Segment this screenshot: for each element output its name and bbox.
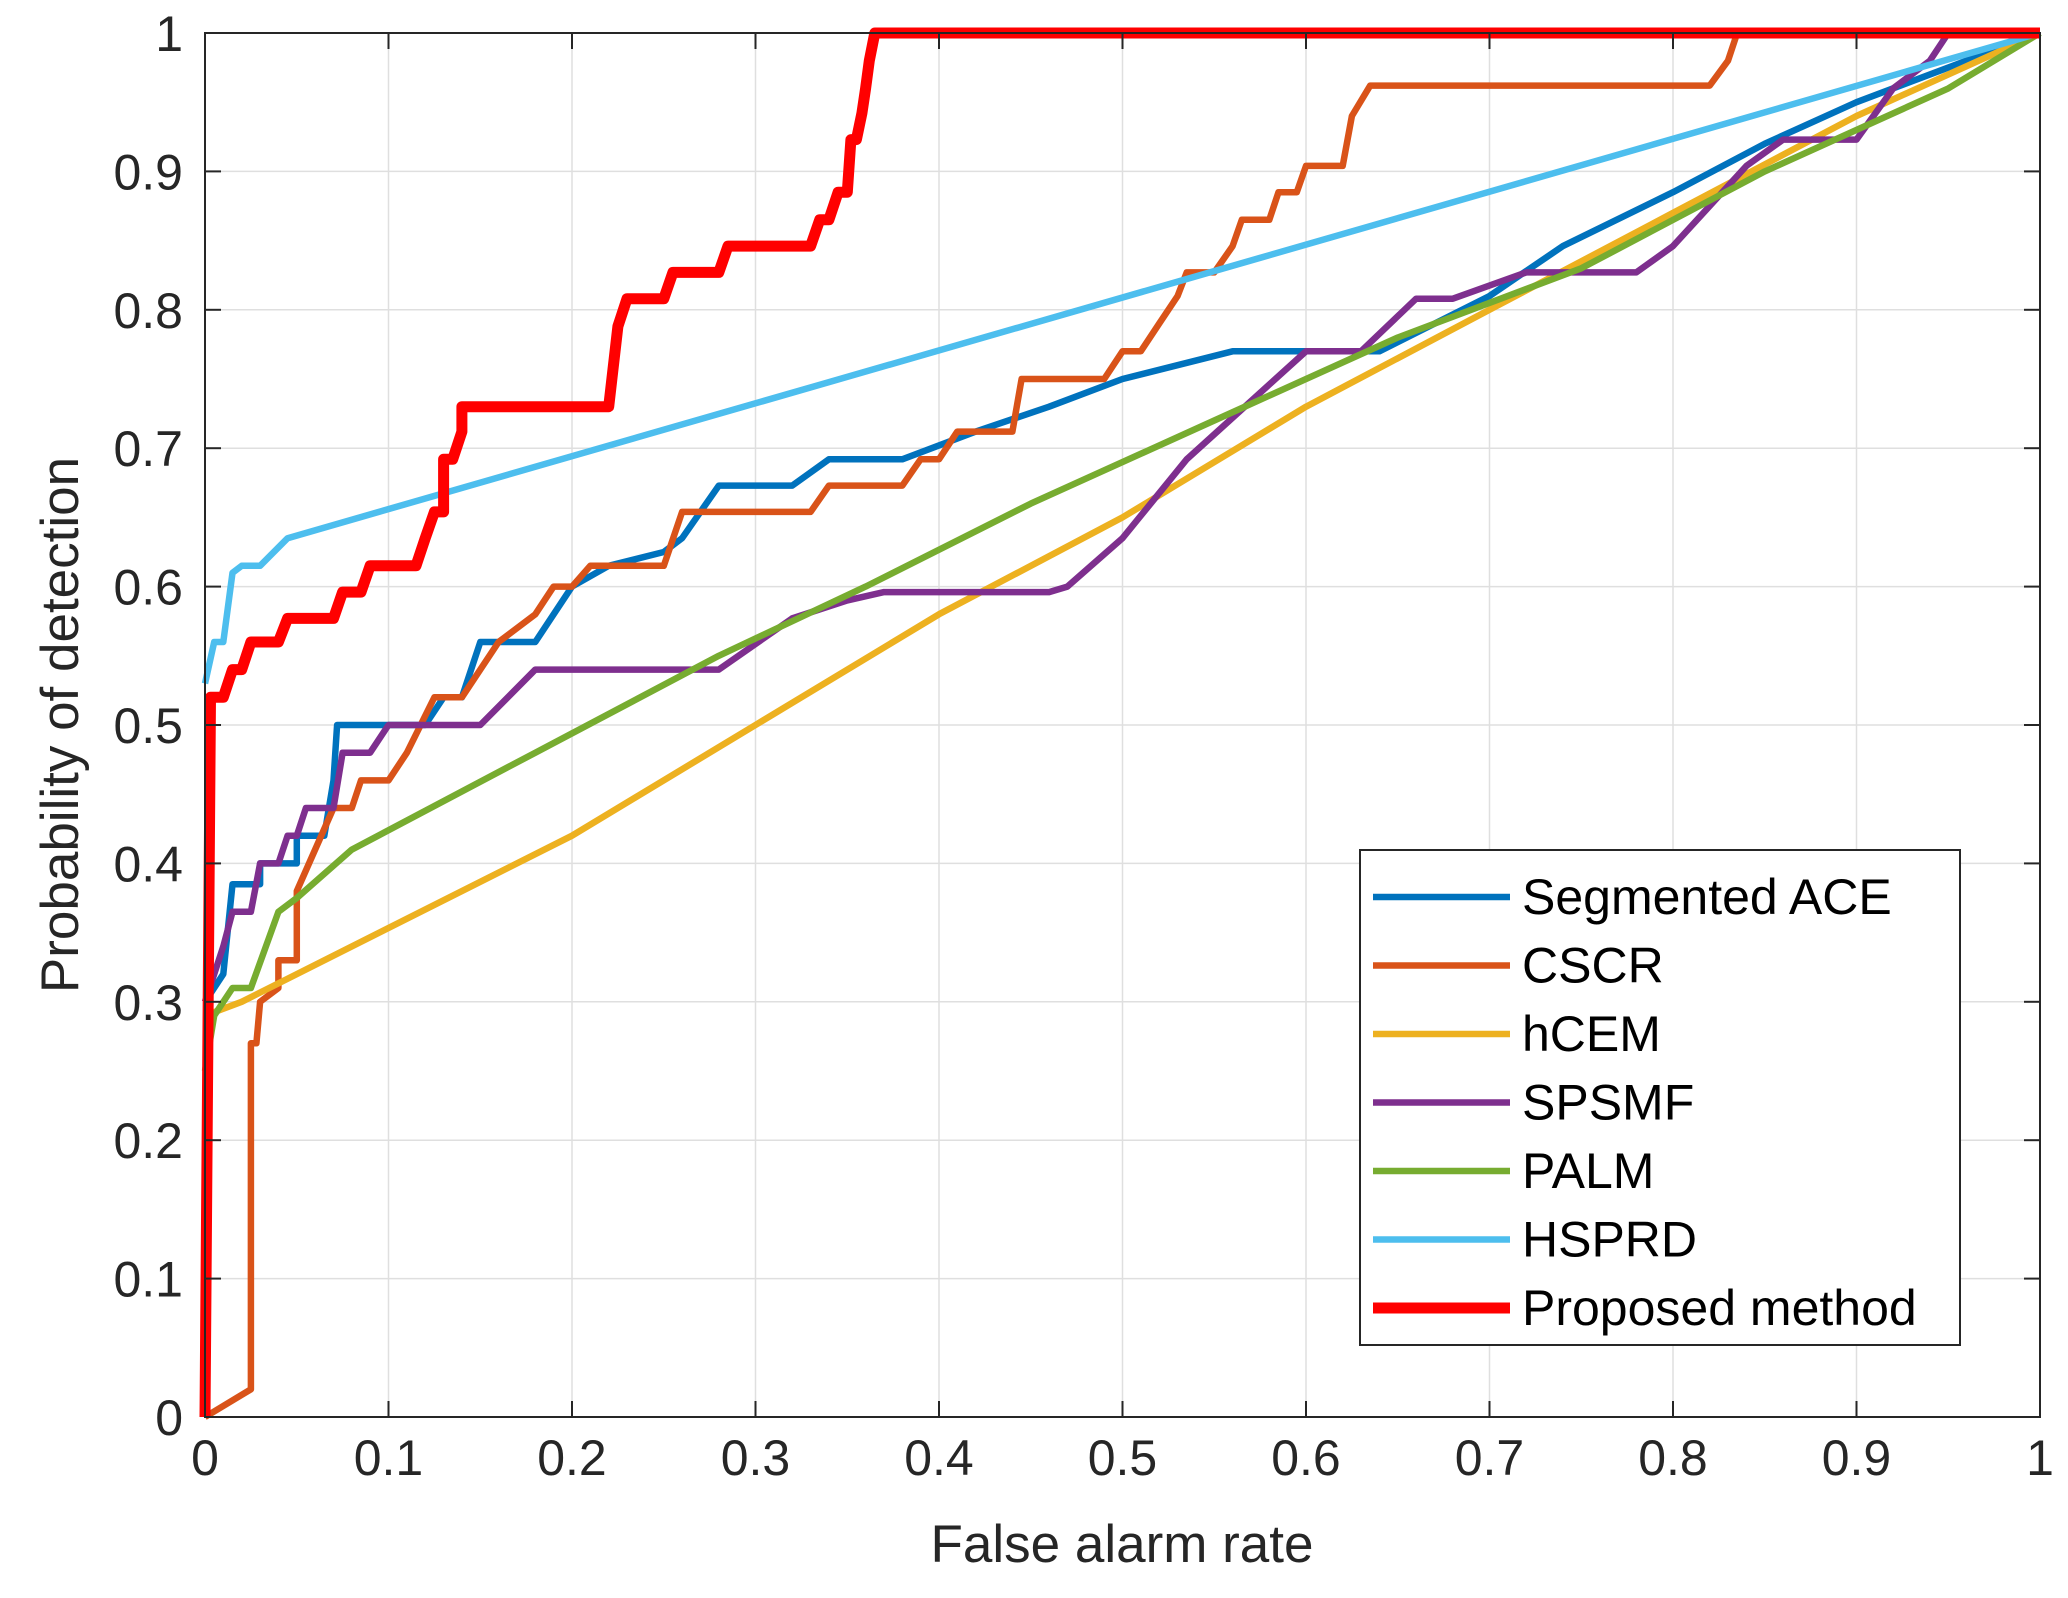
- legend-label-hsprd: HSPRD: [1522, 1212, 1697, 1268]
- x-tick-label: 0.6: [1271, 1430, 1341, 1486]
- legend-box: [1359, 849, 1961, 1346]
- x-tick-label: 0: [191, 1430, 219, 1486]
- x-tick-label: 0.7: [1455, 1430, 1525, 1486]
- x-axis-title: False alarm rate: [931, 1515, 1314, 1574]
- y-tick-label: 0.3: [113, 975, 183, 1031]
- x-tick-label: 0.9: [1822, 1430, 1892, 1486]
- legend: Segmented ACE CSCR hCEM SPSMF PALM HSPRD Propo…: [1359, 849, 1961, 1346]
- x-tick-label: 0.2: [537, 1430, 607, 1486]
- x-tick-label: 0.1: [354, 1430, 424, 1486]
- legend-label-proposed-method: Proposed method: [1522, 1280, 1917, 1336]
- y-tick-labels: 0 0.1 0.2 0.3 0.4 0.5 0.6 0.7 0.8 0.9 1: [113, 6, 183, 1446]
- series-line-hcem: [203, 30, 2042, 1019]
- legend-label-spsmf: SPSMF: [1522, 1075, 1694, 1131]
- x-tick-label: 0.4: [904, 1430, 974, 1486]
- y-tick-label: 0.2: [113, 1113, 183, 1169]
- legend-label-segmented-ace: Segmented ACE: [1522, 869, 1892, 925]
- legend-label-palm: PALM: [1522, 1143, 1654, 1199]
- legend-label-hcem: hCEM: [1522, 1006, 1661, 1062]
- y-tick-label: 0.1: [113, 1252, 183, 1308]
- series-line-spsmf: [201, 29, 2040, 1003]
- x-tick-label: 0.8: [1638, 1430, 1708, 1486]
- legend-items: Segmented ACE CSCR hCEM SPSMF PALM HSPRD Propo…: [1373, 869, 1917, 1336]
- x-tick-label: 1: [2026, 1430, 2054, 1486]
- x-tick-label: 0.3: [721, 1430, 791, 1486]
- x-tick-labels: 0 0.1 0.2 0.3 0.4 0.5 0.6 0.7 0.8 0.9 1: [191, 1430, 2054, 1486]
- y-tick-label: 1: [155, 6, 183, 62]
- tick-marks: [204, 32, 2041, 1418]
- y-tick-label: 0: [155, 1390, 183, 1446]
- y-axis-title: Probability of detection: [31, 457, 90, 993]
- y-tick-label: 0.5: [113, 698, 183, 754]
- series-line-proposed-method: [199, 27, 2040, 1418]
- y-tick-label: 0.6: [113, 560, 183, 616]
- y-tick-label: 0.9: [113, 144, 183, 200]
- x-tick-label: 0.5: [1088, 1430, 1158, 1486]
- legend-label-cscr: CSCR: [1522, 938, 1664, 994]
- series-line-palm: [201, 30, 2042, 1072]
- y-tick-label: 0.7: [113, 421, 183, 477]
- series-line-hsprd: [201, 29, 2041, 685]
- y-tick-label: 0.4: [113, 836, 183, 892]
- y-tick-label: 0.8: [113, 283, 183, 339]
- series-layer: [199, 27, 2042, 1420]
- series-line-cscr: [203, 29, 2040, 1420]
